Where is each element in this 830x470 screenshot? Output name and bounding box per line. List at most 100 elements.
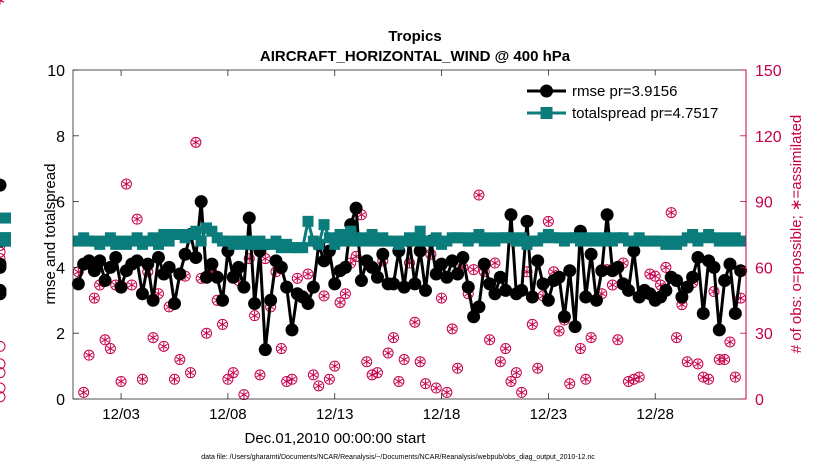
obs-assimilated-point bbox=[175, 355, 184, 364]
rmse-point bbox=[0, 178, 7, 192]
asterisk-stroke bbox=[202, 330, 211, 336]
asterisk-stroke bbox=[512, 370, 521, 376]
obs-assimilated-point bbox=[293, 274, 302, 283]
obs-possible-point bbox=[0, 367, 6, 379]
obs-possible-point bbox=[393, 375, 405, 387]
obs-possible-point bbox=[612, 334, 624, 346]
totalspread-point bbox=[0, 212, 11, 224]
obs-assimilated-point bbox=[250, 311, 259, 320]
rmse-point bbox=[584, 247, 598, 261]
asterisk-stroke bbox=[0, 0, 4, 3]
obs-assimilated-point bbox=[0, 0, 4, 5]
rmse-point bbox=[552, 270, 566, 284]
totalspread-point bbox=[339, 235, 351, 247]
obs-possible-point bbox=[222, 373, 234, 385]
obs-possible-point bbox=[0, 246, 6, 258]
asterisk-stroke bbox=[501, 346, 510, 352]
rmse-point bbox=[734, 264, 748, 278]
obs-assimilated-point bbox=[373, 368, 382, 377]
asterisk-stroke bbox=[314, 383, 323, 389]
rmse-point bbox=[461, 280, 475, 294]
rmse-point bbox=[103, 260, 117, 274]
footer-data-file: data file: /Users/gharamti/Documents/NCA… bbox=[201, 454, 595, 461]
totalspread-point bbox=[302, 215, 314, 227]
obs-assimilated-point bbox=[699, 372, 708, 382]
obs-assimilated-point bbox=[432, 383, 441, 393]
obs-assimilated-point bbox=[79, 388, 88, 397]
asterisk-stroke bbox=[517, 389, 526, 395]
obs-possible-point bbox=[217, 318, 229, 330]
obs-assimilated-point bbox=[528, 320, 537, 329]
obs-assimilated-point bbox=[512, 368, 521, 377]
rmse-point bbox=[435, 257, 449, 271]
totalspread-point bbox=[735, 235, 747, 247]
rmse-point bbox=[536, 277, 550, 291]
asterisk-stroke bbox=[170, 376, 179, 382]
obs-possible-point bbox=[729, 371, 741, 383]
rmse-point bbox=[194, 195, 208, 209]
obs-possible-point bbox=[574, 343, 586, 355]
asterisk-stroke bbox=[138, 376, 147, 382]
obs-assimilated-point bbox=[149, 333, 158, 342]
rmse-point bbox=[467, 310, 481, 324]
asterisk-stroke bbox=[250, 313, 259, 319]
chart-marks bbox=[0, 0, 748, 403]
obs-assimilated-point bbox=[629, 375, 638, 384]
rmse-point bbox=[205, 257, 219, 271]
obs-assimilated-point bbox=[384, 348, 393, 358]
asterisk-stroke bbox=[175, 356, 184, 363]
obs-possible-point bbox=[147, 332, 159, 344]
asterisk-stroke bbox=[309, 372, 318, 378]
rmse-point bbox=[242, 211, 256, 225]
asterisk-stroke bbox=[288, 376, 296, 382]
asterisk-stroke bbox=[624, 378, 633, 384]
obs-assimilated-point bbox=[240, 390, 248, 399]
obs-possible-point bbox=[526, 318, 538, 330]
obs-assimilated-point bbox=[416, 357, 425, 366]
rmse-point bbox=[232, 260, 246, 274]
obs-possible-point bbox=[104, 343, 116, 355]
obs-possible-point bbox=[115, 375, 127, 387]
y-right-tick-label: 120 bbox=[755, 129, 782, 146]
asterisk-stroke bbox=[117, 378, 125, 384]
obs-possible-point bbox=[318, 290, 330, 302]
asterisk-stroke bbox=[389, 335, 398, 341]
obs-assimilated-point bbox=[576, 344, 585, 353]
obs-possible-point bbox=[665, 207, 677, 219]
rmse-point bbox=[451, 267, 465, 281]
rmse-point bbox=[226, 270, 240, 284]
y-tick-label: 0 bbox=[56, 392, 65, 409]
obs-possible-point bbox=[120, 178, 132, 190]
rmse-point bbox=[130, 254, 144, 268]
x-tick-label: 12/18 bbox=[423, 406, 461, 423]
obs-assimilated-point bbox=[635, 372, 644, 382]
obs-possible-point bbox=[0, 340, 6, 352]
obs-assimilated-point bbox=[491, 258, 499, 268]
asterisk-stroke bbox=[149, 335, 158, 341]
obs-possible-point bbox=[724, 336, 736, 348]
rmse-point bbox=[493, 270, 507, 284]
obs-assimilated-point bbox=[191, 138, 200, 147]
asterisk-stroke bbox=[325, 376, 334, 382]
asterisk-stroke bbox=[368, 372, 376, 378]
rmse-point bbox=[274, 260, 288, 274]
y-right-tick-label: 0 bbox=[755, 392, 764, 409]
rmse-point bbox=[440, 270, 454, 284]
asterisk-stroke bbox=[635, 374, 644, 380]
obs-possible-point bbox=[585, 332, 597, 344]
obs-assimilated-point bbox=[469, 265, 478, 274]
rmse-point bbox=[531, 254, 545, 268]
rmse-point bbox=[456, 251, 470, 265]
obs-possible-point bbox=[227, 367, 239, 379]
rmse-point bbox=[370, 270, 384, 284]
asterisk-stroke bbox=[186, 370, 195, 376]
obs-possible-point bbox=[542, 215, 554, 227]
rmse-point bbox=[595, 264, 609, 278]
obs-possible-point bbox=[387, 332, 399, 344]
y-tick-label: 10 bbox=[47, 63, 65, 80]
asterisk-stroke bbox=[293, 275, 302, 281]
obs-possible-point bbox=[361, 356, 373, 368]
obs-possible-point bbox=[708, 286, 720, 298]
asterisk-stroke bbox=[127, 282, 136, 288]
asterisk-stroke bbox=[432, 385, 441, 391]
